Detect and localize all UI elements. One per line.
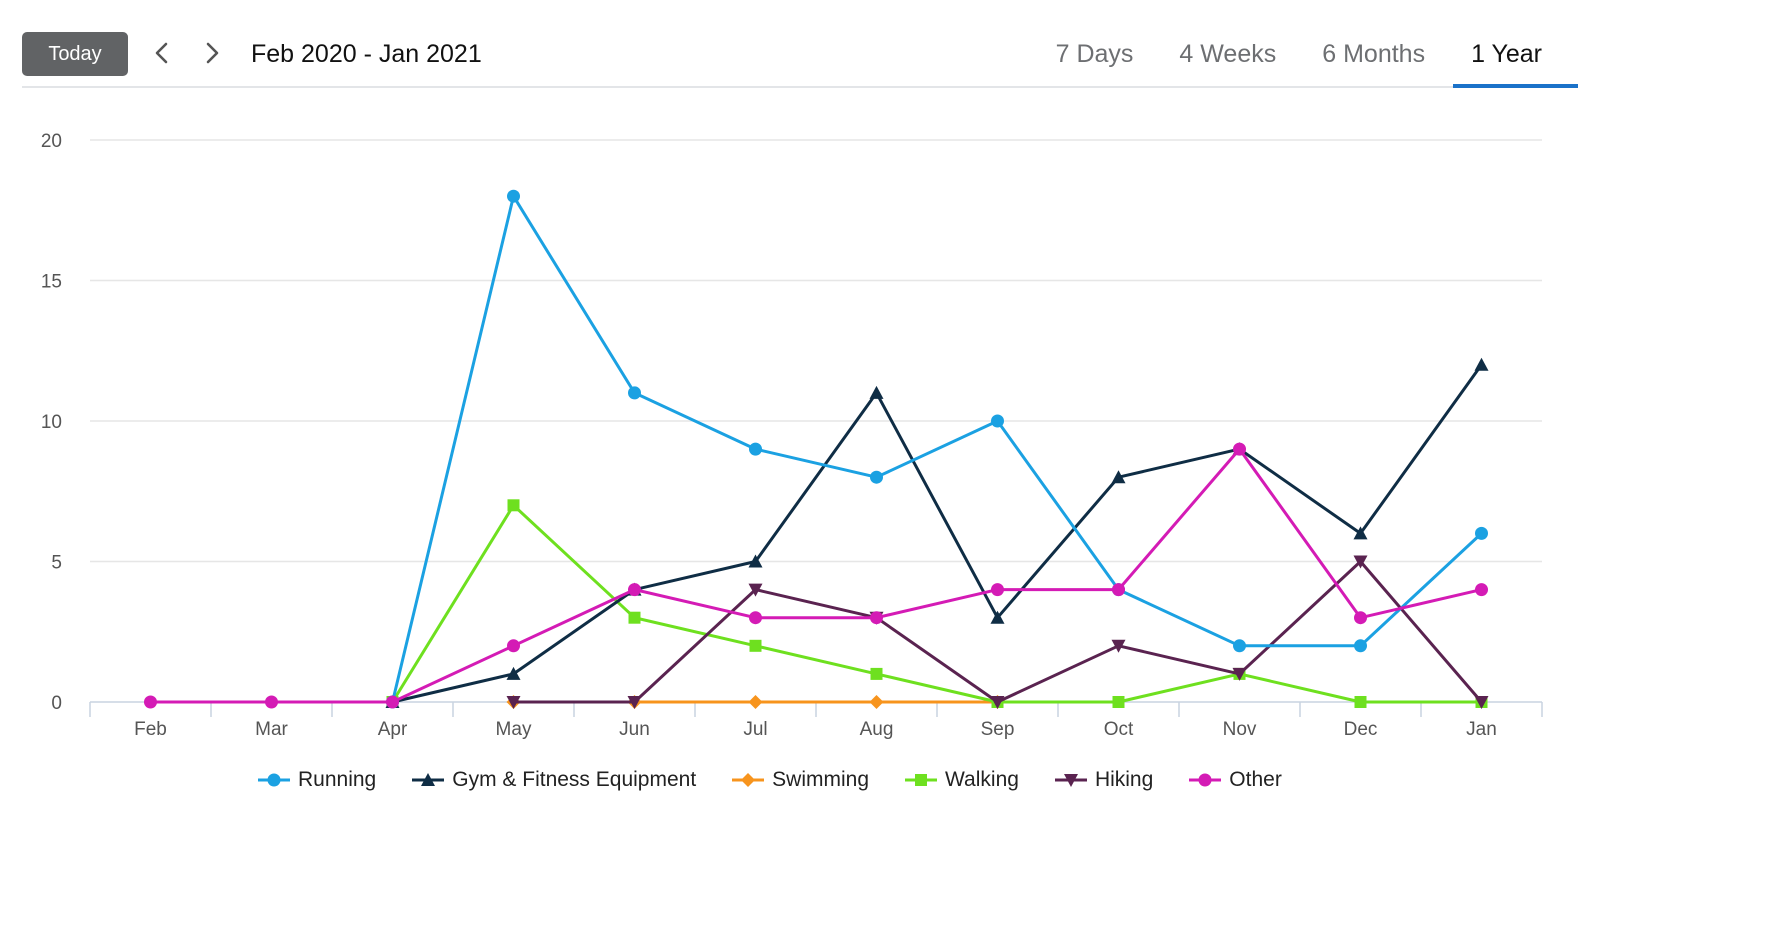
legend-item-gym-fitness-equipment[interactable]: Gym & Fitness Equipment [412, 768, 696, 792]
data-point-other [386, 695, 399, 709]
data-point-hiking [506, 696, 521, 709]
data-point-walking [1112, 696, 1125, 708]
data-point-other [749, 611, 762, 625]
y-tick-label: 15 [41, 272, 62, 293]
legend-item-hiking[interactable]: Hiking [1054, 768, 1154, 792]
data-point-other [1112, 583, 1125, 597]
legend-label: Hiking [1094, 768, 1154, 791]
legend-marker-icon [412, 773, 445, 786]
data-point-gym-fitness-equipment [1111, 470, 1126, 484]
data-point-walking [749, 639, 762, 652]
data-point-other [991, 583, 1004, 597]
legend-item-walking[interactable]: Walking [905, 768, 1019, 792]
data-point-hiking [990, 696, 1005, 709]
x-tick-label: Oct [1104, 719, 1134, 740]
data-point-gym-fitness-equipment [748, 554, 763, 568]
series-line-other [150, 447, 1482, 704]
series-line-running [391, 194, 1483, 703]
legend-marker-icon [258, 773, 290, 787]
data-point-hiking [1111, 639, 1126, 653]
data-point-other [1354, 611, 1367, 625]
legend-marker-icon [1054, 774, 1087, 787]
legend-label: Swimming [772, 768, 870, 791]
data-point-running [1354, 639, 1367, 653]
data-point-running [507, 189, 520, 203]
x-tick-label: Feb [134, 719, 167, 740]
data-point-gym-fitness-equipment [869, 385, 884, 399]
tab-6-months[interactable]: 6 Months [1322, 40, 1426, 68]
chevron-right-icon[interactable] [198, 38, 226, 68]
data-point-other [507, 639, 520, 653]
data-point-gym-fitness-equipment [1474, 357, 1489, 371]
x-tick-label: Aug [860, 719, 894, 740]
tab-1-year[interactable]: 1 Year [1453, 30, 1578, 88]
x-tick-label: Jul [743, 719, 767, 740]
x-tick-label: Dec [1344, 719, 1378, 740]
data-point-other [628, 583, 641, 597]
data-point-running [1233, 639, 1246, 653]
data-point-other [870, 611, 883, 625]
data-point-hiking [627, 696, 642, 709]
data-point-hiking [1232, 667, 1247, 681]
legend-item-other[interactable]: Other [1189, 768, 1282, 792]
legend-item-swimming[interactable]: Swimming [732, 768, 869, 792]
x-tick-label: Mar [255, 719, 288, 740]
period-tabs: 7 Days 4 Weeks 6 Months 1 Year [1010, 30, 1578, 88]
data-point-other [1233, 442, 1246, 456]
legend-label: Gym & Fitness Equipment [452, 768, 697, 791]
data-point-other [1475, 583, 1488, 597]
series-line-walking [391, 503, 1482, 704]
y-tick-label: 10 [41, 412, 62, 433]
series-line-gym-fitness-equipment [392, 363, 1483, 704]
legend-marker-icon [1189, 773, 1222, 787]
legend-label: Walking [945, 768, 1019, 791]
x-tick-label: Apr [378, 719, 408, 740]
data-point-other [144, 695, 157, 709]
y-tick-label: 20 [41, 131, 62, 152]
data-point-walking [507, 499, 520, 512]
data-point-other [265, 695, 278, 709]
data-point-walking [870, 667, 883, 680]
data-point-running [628, 386, 641, 400]
x-tick-label: Jan [1466, 719, 1497, 740]
data-point-running [1475, 526, 1488, 540]
legend-label: Other [1229, 768, 1282, 791]
x-tick-label: Jun [619, 719, 650, 740]
data-point-gym-fitness-equipment [1353, 526, 1368, 540]
data-point-hiking [748, 583, 763, 597]
data-point-running [749, 442, 762, 456]
legend-label: Running [298, 768, 377, 791]
today-button[interactable]: Today [22, 32, 128, 76]
data-point-hiking [1353, 555, 1368, 569]
data-point-running [991, 414, 1004, 428]
data-point-walking [1354, 696, 1367, 708]
legend-item-running[interactable]: Running [258, 768, 376, 792]
x-tick-label: Nov [1223, 719, 1257, 740]
y-tick-label: 5 [51, 553, 62, 574]
x-tick-label: May [496, 719, 532, 740]
data-point-running [870, 470, 883, 484]
data-point-swimming [748, 695, 763, 709]
data-point-swimming [869, 695, 884, 709]
tab-7-days[interactable]: 7 Days [1055, 40, 1134, 68]
y-tick-label: 0 [51, 693, 62, 714]
toolbar: Today Feb 2020 - Jan 2021 7 Days 4 Weeks… [22, 30, 1578, 88]
data-point-gym-fitness-equipment [990, 610, 1005, 624]
legend-marker-icon [732, 773, 765, 787]
chevron-left-icon[interactable] [148, 38, 176, 68]
date-range-label: Feb 2020 - Jan 2021 [251, 40, 482, 68]
chart-legend: Running Gym & Fitness Equipment Swimming Wa… [258, 768, 1318, 792]
data-point-hiking [1474, 696, 1489, 709]
tab-4-weeks[interactable]: 4 Weeks [1179, 40, 1277, 68]
data-point-gym-fitness-equipment [506, 666, 521, 680]
legend-marker-icon [905, 774, 938, 786]
x-tick-label: Sep [981, 719, 1015, 740]
data-point-walking [628, 611, 641, 624]
